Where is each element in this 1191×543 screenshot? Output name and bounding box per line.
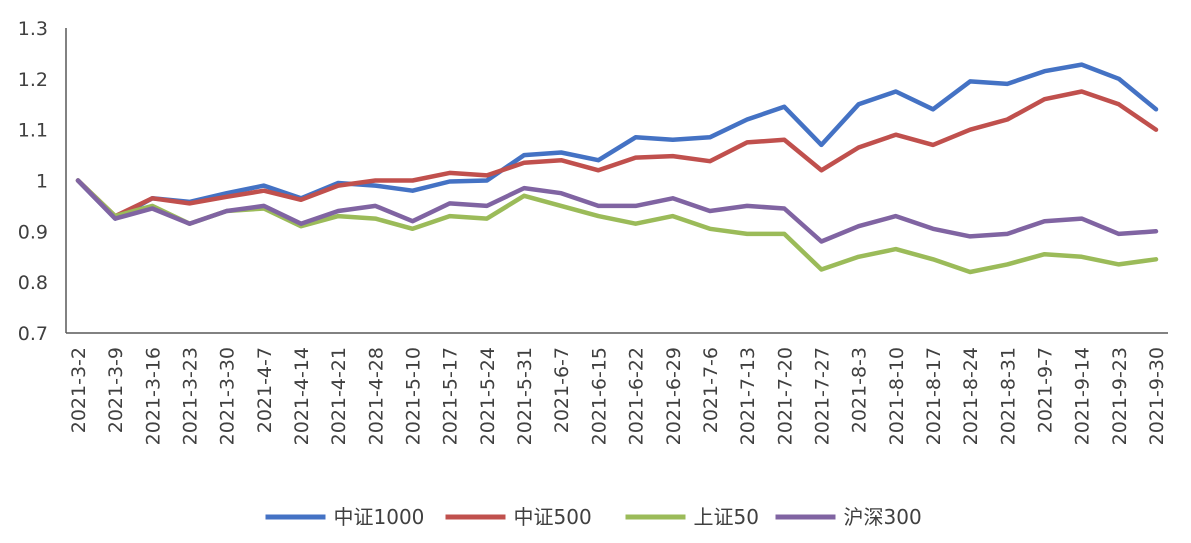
x-tick-label: 2021-3-16 — [142, 347, 164, 445]
x-tick-label: 2021-8-31 — [997, 347, 1019, 445]
x-tick-label: 2021-8-17 — [923, 347, 945, 445]
x-tick-label: 2021-5-10 — [403, 347, 425, 445]
x-tick-label: 2021-6-22 — [626, 347, 648, 445]
x-tick-label: 2021-8-3 — [849, 347, 871, 433]
series-lines — [75, 62, 1159, 275]
x-tick-label: 2021-6-29 — [663, 347, 685, 445]
x-tick-label: 2021-7-20 — [774, 347, 796, 445]
x-tick-label: 2021-9-30 — [1146, 347, 1168, 445]
x-tick-label: 2021-5-24 — [477, 347, 499, 445]
x-tick-label: 2021-3-9 — [105, 347, 127, 433]
series-line-1 — [75, 89, 1159, 219]
x-tick-label: 2021-9-14 — [1072, 347, 1094, 445]
x-tick-label: 2021-7-13 — [737, 347, 759, 445]
x-tick-label: 2021-7-27 — [811, 347, 833, 445]
x-tick-label: 2021-4-21 — [328, 347, 350, 445]
y-tick-label: 1 — [36, 171, 48, 193]
x-tick-label: 2021-4-28 — [365, 347, 387, 445]
x-tick-label: 2021-8-10 — [886, 347, 908, 445]
x-tick-label: 2021-8-24 — [960, 347, 982, 445]
y-tick-label: 1.1 — [18, 120, 48, 142]
y-tick-label: 1.2 — [18, 69, 48, 91]
y-axis: 0.7 0.8 0.9 1 1.1 1.2 1.3 — [18, 18, 67, 345]
x-tick-label: 2021-6-15 — [588, 347, 610, 445]
x-tick-label: 2021-9-23 — [1109, 347, 1131, 445]
y-tick-label: 0.7 — [18, 323, 48, 345]
x-tick-label: 2021-3-23 — [180, 347, 202, 445]
series-line-3 — [75, 178, 1159, 244]
x-tick-label: 2021-4-7 — [254, 347, 276, 433]
y-tick-label: 0.9 — [18, 221, 48, 243]
legend-label: 中证500 — [514, 505, 592, 529]
x-tick-label: 2021-5-17 — [440, 347, 462, 445]
x-tick-label: 2021-7-6 — [700, 347, 722, 433]
x-tick-label: 2021-3-2 — [68, 347, 90, 433]
x-tick-label: 2021-6-7 — [551, 347, 573, 433]
y-tick-label: 1.3 — [18, 18, 48, 40]
legend: 中证1000 中证500 上证50 沪深300 — [265, 505, 922, 529]
x-tick-label: 2021-4-14 — [291, 347, 313, 445]
legend-label: 上证50 — [694, 505, 759, 529]
x-axis: 2021-3-2 2021-3-9 2021-3-16 2021-3-23 2021-3… — [66, 332, 1168, 445]
x-tick-label: 2021-9-7 — [1034, 347, 1056, 433]
x-tick-label: 2021-5-31 — [514, 347, 536, 445]
legend-label: 沪深300 — [844, 505, 922, 529]
legend-label: 中证1000 — [334, 505, 425, 529]
y-tick-label: 0.8 — [18, 272, 48, 294]
x-tick-label: 2021-3-30 — [217, 347, 239, 445]
series-line-0 — [75, 62, 1159, 221]
